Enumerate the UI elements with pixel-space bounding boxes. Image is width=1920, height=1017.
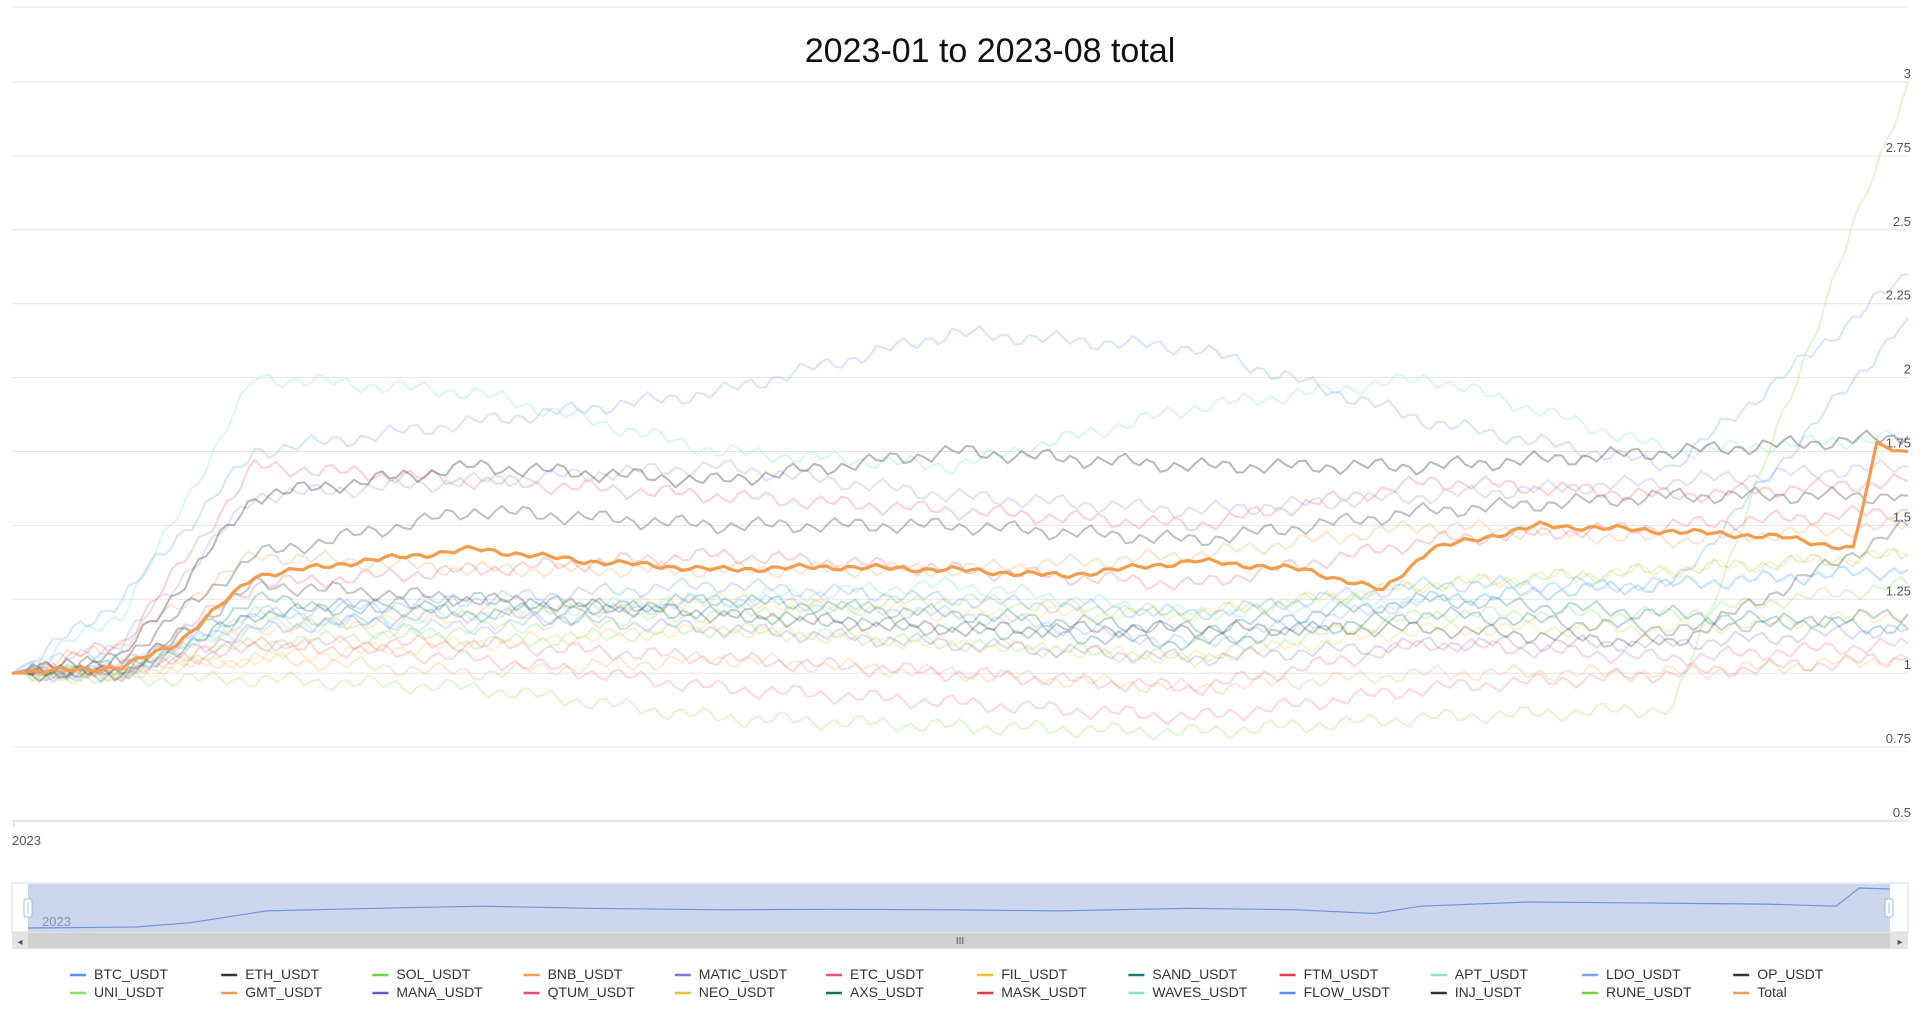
legend-label: MANA_USDT bbox=[396, 984, 483, 1000]
series-line-axs-usdt[interactable] bbox=[12, 591, 1909, 683]
legend-item-btc-usdt[interactable]: BTC_USDT bbox=[70, 966, 168, 982]
legend-label: NEO_USDT bbox=[699, 984, 776, 1000]
series-line-uni-usdt[interactable] bbox=[11, 81, 1909, 742]
legend-label: ETC_USDT bbox=[850, 966, 924, 982]
legend-label: FIL_USDT bbox=[1001, 966, 1068, 982]
legend-label: FLOW_USDT bbox=[1304, 984, 1391, 1000]
legend-item-op-usdt[interactable]: OP_USDT bbox=[1733, 966, 1824, 982]
legend-label: AXS_USDT bbox=[850, 984, 924, 1000]
y-tick-label: 1.25 bbox=[1886, 583, 1911, 598]
y-tick-label: 2 bbox=[1904, 362, 1911, 377]
series-line-fil-usdt[interactable] bbox=[12, 609, 1909, 682]
y-tick-label: 2.75 bbox=[1886, 140, 1911, 155]
legend-label: OP_USDT bbox=[1757, 966, 1824, 982]
legend-item-mask-usdt[interactable]: MASK_USDT bbox=[977, 984, 1087, 1000]
legend-label: FTM_USDT bbox=[1304, 966, 1379, 982]
series-line-ftm-usdt[interactable] bbox=[11, 458, 1909, 675]
legend-label: SAND_USDT bbox=[1152, 966, 1237, 982]
series-line-neo-usdt[interactable] bbox=[12, 548, 1909, 683]
grid-lines bbox=[12, 81, 1908, 748]
legend-label: RUNE_USDT bbox=[1606, 984, 1692, 1000]
y-tick-label: 1.5 bbox=[1893, 509, 1911, 524]
y-tick-label: 1.75 bbox=[1886, 436, 1911, 451]
legend-item-rune-usdt[interactable]: RUNE_USDT bbox=[1582, 984, 1692, 1000]
chart-title: 2023-01 to 2023-08 total bbox=[805, 32, 1176, 70]
legend-label: LDO_USDT bbox=[1606, 966, 1681, 982]
legend-label: WAVES_USDT bbox=[1152, 984, 1247, 1000]
legend-label: SOL_USDT bbox=[396, 966, 470, 982]
legend-item-ftm-usdt[interactable]: FTM_USDT bbox=[1279, 966, 1379, 982]
y-tick-label: 0.5 bbox=[1893, 805, 1911, 820]
series-line-qtum-usdt[interactable] bbox=[12, 634, 1909, 697]
legend-label: GMT_USDT bbox=[245, 984, 322, 1000]
legend-item-fil-usdt[interactable]: FIL_USDT bbox=[977, 966, 1068, 982]
legend-item-etc-usdt[interactable]: ETC_USDT bbox=[826, 966, 924, 982]
data-zoom-scrollbar-thumb[interactable] bbox=[28, 933, 1890, 948]
y-tick-label: 0.75 bbox=[1886, 731, 1911, 746]
data-zoom-slider[interactable]: 2023 ◂ ▸ III bbox=[11, 882, 1909, 949]
series-line-sand-usdt[interactable] bbox=[11, 590, 1909, 680]
legend: BTC_USDT ETH_USDT SOL_USDT BNB_USDT MATIC_US… bbox=[70, 966, 1824, 1000]
legend-label: INJ_USDT bbox=[1455, 984, 1522, 1000]
series-line-rune-usdt[interactable] bbox=[12, 548, 1909, 682]
legend-label: MASK_USDT bbox=[1001, 984, 1087, 1000]
legend-item-bnb-usdt[interactable]: BNB_USDT bbox=[523, 966, 623, 982]
y-tick-label: 3 bbox=[1904, 66, 1911, 81]
legend-item-sand-usdt[interactable]: SAND_USDT bbox=[1128, 966, 1238, 982]
series-line-sol-usdt[interactable] bbox=[12, 576, 1909, 682]
legend-label: Total bbox=[1757, 984, 1787, 1000]
series-line-op-usdt[interactable] bbox=[11, 429, 1909, 676]
legend-item-total[interactable]: Total bbox=[1733, 984, 1787, 1000]
legend-item-mana-usdt[interactable]: MANA_USDT bbox=[372, 984, 483, 1000]
series-line-apt-usdt[interactable] bbox=[11, 373, 1909, 675]
data-zoom-preview-line bbox=[27, 887, 1891, 929]
series-line-flow-usdt[interactable] bbox=[12, 317, 1909, 682]
scroll-left-arrow-icon[interactable]: ◂ bbox=[17, 937, 22, 948]
legend-label: QTUM_USDT bbox=[548, 984, 636, 1000]
legend-item-inj-usdt[interactable]: INJ_USDT bbox=[1430, 984, 1522, 1000]
x-axis-label: 2023 bbox=[12, 833, 41, 848]
series-line-etc-usdt[interactable] bbox=[11, 638, 1909, 726]
series-line-ldo-usdt[interactable] bbox=[11, 273, 1909, 675]
legend-item-flow-usdt[interactable]: FLOW_USDT bbox=[1279, 984, 1391, 1000]
series-line-btc-usdt[interactable] bbox=[12, 565, 1909, 683]
data-zoom-selected-range[interactable] bbox=[28, 884, 1890, 932]
legend-item-sol-usdt[interactable]: SOL_USDT bbox=[372, 966, 471, 982]
series-line-total[interactable] bbox=[11, 440, 1909, 675]
y-axis-ticks: 0.5 0.75 1 1.25 1.5 1.75 2 2.25 2.5 2.75 3 bbox=[1886, 66, 1911, 820]
legend-label: BTC_USDT bbox=[94, 966, 168, 982]
y-tick-label: 2.25 bbox=[1886, 288, 1911, 303]
series-line-inj-usdt[interactable] bbox=[12, 519, 1909, 683]
series-line-waves-usdt[interactable] bbox=[11, 565, 1909, 675]
series-lines bbox=[11, 81, 1909, 742]
series-line-mana-usdt[interactable] bbox=[12, 607, 1909, 684]
legend-item-qtum-usdt[interactable]: QTUM_USDT bbox=[523, 984, 636, 1000]
legend-item-uni-usdt[interactable]: UNI_USDT bbox=[70, 984, 164, 1000]
legend-label: ETH_USDT bbox=[245, 966, 319, 982]
legend-item-matic-usdt[interactable]: MATIC_USDT bbox=[674, 966, 788, 982]
legend-label: MATIC_USDT bbox=[699, 966, 788, 982]
series-line-eth-usdt[interactable] bbox=[11, 486, 1909, 677]
series-line-gmt-usdt[interactable] bbox=[12, 650, 1909, 696]
legend-label: APT_USDT bbox=[1455, 966, 1529, 982]
legend-item-eth-usdt[interactable]: ETH_USDT bbox=[221, 966, 320, 982]
legend-item-apt-usdt[interactable]: APT_USDT bbox=[1430, 966, 1529, 982]
scrollbar-grip-icon[interactable]: III bbox=[956, 936, 964, 947]
legend-label: UNI_USDT bbox=[94, 984, 164, 1000]
legend-item-ldo-usdt[interactable]: LDO_USDT bbox=[1582, 966, 1681, 982]
data-zoom-label: 2023 bbox=[42, 914, 71, 929]
legend-item-gmt-usdt[interactable]: GMT_USDT bbox=[221, 984, 323, 1000]
series-line-matic-usdt[interactable] bbox=[11, 458, 1909, 675]
legend-item-waves-usdt[interactable]: WAVES_USDT bbox=[1128, 984, 1248, 1000]
y-tick-label: 1 bbox=[1904, 657, 1911, 672]
legend-item-axs-usdt[interactable]: AXS_USDT bbox=[826, 984, 924, 1000]
legend-label: BNB_USDT bbox=[548, 966, 623, 982]
legend-item-neo-usdt[interactable]: NEO_USDT bbox=[674, 984, 776, 1000]
y-tick-label: 2.5 bbox=[1893, 214, 1911, 229]
scroll-right-arrow-icon[interactable]: ▸ bbox=[1897, 937, 1902, 948]
